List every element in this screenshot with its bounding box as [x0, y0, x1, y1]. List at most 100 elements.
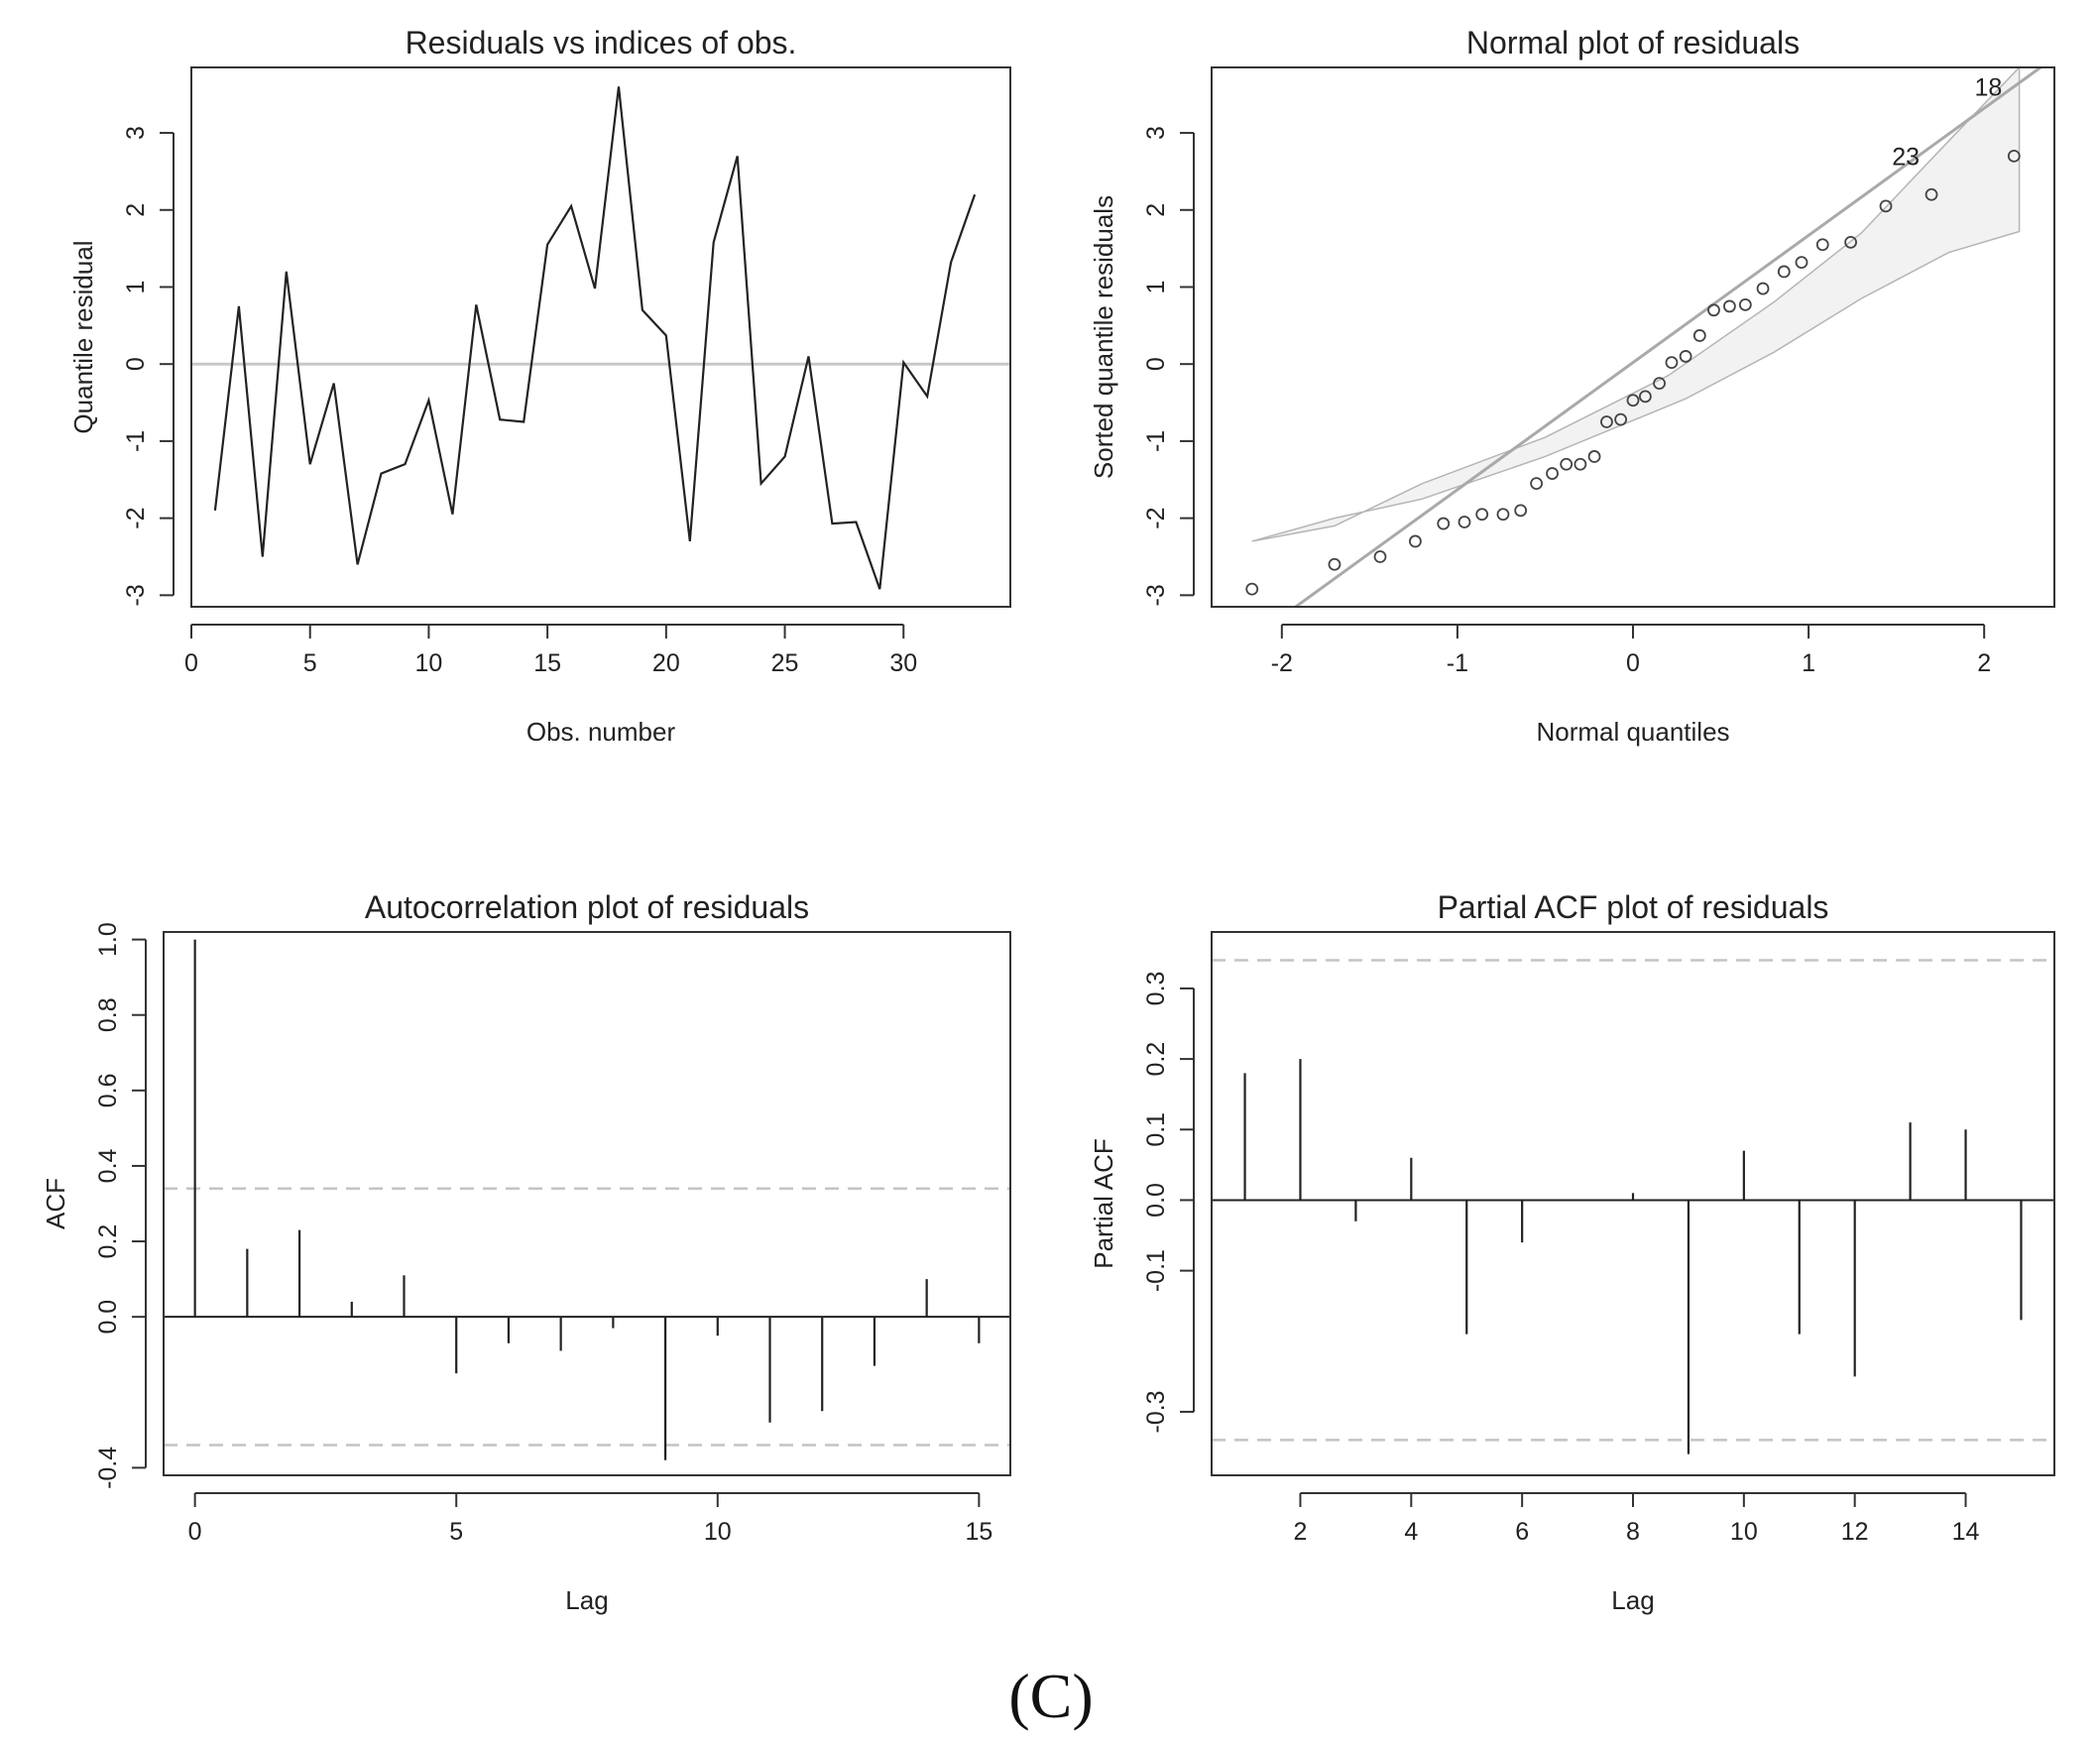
plot-frame [1211, 66, 2055, 608]
qq-point [1574, 457, 1587, 471]
qq-point [1679, 350, 1692, 363]
plot-frame [163, 931, 1011, 1476]
y-tick-label: 0.2 [1142, 1042, 1170, 1077]
figure-caption: (C) [1008, 1661, 1093, 1731]
y-axis-label: Partial ACF [1089, 1138, 1118, 1269]
qq-point [1530, 477, 1544, 491]
x-tick-label: 6 [1515, 1518, 1529, 1546]
y-tick-label: 0.8 [94, 997, 122, 1032]
y-tick-label: 0 [1142, 357, 1170, 371]
qq-point [1638, 390, 1652, 404]
x-tick-label: 10 [415, 649, 443, 677]
x-tick-label: 25 [771, 649, 799, 677]
x-tick-label: 5 [303, 649, 317, 677]
y-tick-label: 0.2 [94, 1224, 122, 1259]
qq-point [1600, 415, 1613, 428]
x-tick-label: 0 [188, 1518, 202, 1546]
x-tick-label: 4 [1404, 1518, 1418, 1546]
qq-point [1665, 356, 1679, 370]
chart-title: Residuals vs indices of obs. [406, 25, 797, 60]
qq-point [1756, 282, 1770, 295]
qq-point [1777, 265, 1791, 279]
qq-point [1626, 394, 1640, 407]
y-tick-label: 1 [1142, 281, 1170, 294]
y-tick-label: 0.0 [94, 1300, 122, 1335]
qq-point [1879, 199, 1893, 213]
x-tick-label: 15 [533, 649, 561, 677]
x-tick-label: 1 [1802, 649, 1815, 677]
x-axis-label: Lag [565, 1585, 608, 1615]
pacf-panel: Partial ACF plot of residuals Lag Partial … [1089, 889, 2055, 1615]
y-tick-label: -2 [122, 508, 150, 529]
qq-point [1614, 412, 1628, 426]
normal-qq-panel: Normal plot of residuals Normal quantiles… [1089, 25, 2055, 747]
plot-frame [1211, 931, 2055, 1476]
qq-point [1437, 517, 1451, 530]
x-axis-label: Obs. number [526, 717, 676, 747]
qq-point [1514, 504, 1528, 518]
y-tick-label: 1.0 [94, 922, 122, 957]
qq-point [1560, 457, 1574, 471]
qq-point [1587, 450, 1601, 463]
y-tick-label: 2 [122, 203, 150, 217]
qq-point [2007, 149, 2021, 163]
y-tick-label: -1 [122, 430, 150, 452]
y-tick-label: -0.3 [1142, 1390, 1170, 1433]
residual-series-line [213, 86, 977, 590]
x-tick-label: 12 [1841, 1518, 1869, 1546]
qq-point [1844, 236, 1857, 249]
chart-panels: Residuals vs indices of obs. Obs. number Q… [41, 25, 2055, 1615]
qq-point [1373, 550, 1387, 563]
x-tick-label: 0 [184, 649, 198, 677]
x-axis-label: Normal quantiles [1536, 717, 1729, 747]
qq-point [1707, 303, 1720, 317]
qq-point [1496, 508, 1510, 522]
qq-point [1692, 329, 1706, 342]
y-tick-label: 0 [122, 357, 150, 371]
y-tick-label: 3 [1142, 126, 1170, 140]
chart-title: Autocorrelation plot of residuals [365, 889, 809, 925]
x-tick-label: 10 [704, 1518, 732, 1546]
y-tick-label: -3 [1142, 584, 1170, 606]
plot-area [164, 939, 1010, 1460]
y-tick-label: -0.4 [94, 1447, 122, 1489]
x-tick-label: 2 [1294, 1518, 1308, 1546]
y-tick-label: -3 [122, 584, 150, 606]
plot-frame [190, 66, 1011, 608]
qq-point [1815, 238, 1829, 252]
qq-point [1653, 377, 1666, 391]
qq-point [1546, 467, 1559, 480]
x-tick-label: 5 [449, 1518, 463, 1546]
qq-point [1795, 256, 1808, 270]
chart-title: Partial ACF plot of residuals [1438, 889, 1829, 925]
qq-point [1475, 508, 1489, 522]
x-tick-label: 14 [1952, 1518, 1980, 1546]
x-tick-label: -2 [1271, 649, 1293, 677]
x-tick-label: 2 [1977, 649, 1991, 677]
qq-reference-line [1293, 67, 2043, 607]
qq-point [1409, 534, 1422, 548]
plot-area [191, 86, 1010, 590]
chart-title: Normal plot of residuals [1466, 25, 1800, 60]
y-tick-label: 2 [1142, 203, 1170, 217]
y-tick-label: 0.1 [1142, 1112, 1170, 1147]
y-axis-label: Sorted quantile residuals [1089, 195, 1118, 479]
confidence-envelope [1251, 65, 2021, 542]
y-tick-label: -0.1 [1142, 1249, 1170, 1292]
residuals-index-panel: Residuals vs indices of obs. Obs. number Q… [68, 25, 1011, 747]
qq-point [1925, 187, 1938, 201]
x-axis-label: Lag [1611, 1585, 1654, 1615]
y-tick-label: 0.3 [1142, 972, 1170, 1006]
x-tick-label: 30 [889, 649, 917, 677]
y-tick-label: 3 [122, 126, 150, 140]
y-tick-label: -2 [1142, 508, 1170, 529]
x-tick-label: 0 [1626, 649, 1640, 677]
acf-panel: Autocorrelation plot of residuals Lag ACF 0… [41, 889, 1011, 1615]
qq-point [1738, 297, 1752, 311]
point-label: 23 [1892, 143, 1920, 171]
qq-point [1722, 299, 1736, 313]
y-axis-label: ACF [41, 1178, 70, 1229]
y-tick-label: -1 [1142, 430, 1170, 452]
qq-point [1328, 557, 1342, 571]
